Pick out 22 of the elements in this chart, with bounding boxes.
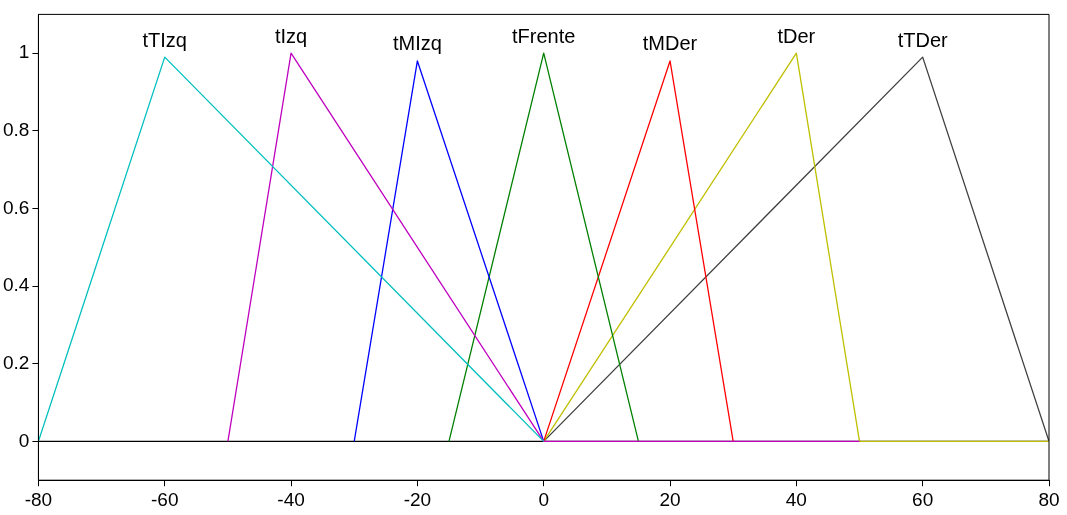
x-tick-label: -40 bbox=[277, 488, 305, 510]
series-label: tMDer bbox=[642, 32, 698, 55]
series-label: tMIzq bbox=[392, 32, 442, 55]
x-tick-label: 80 bbox=[1038, 488, 1060, 510]
x-tick-label: -60 bbox=[151, 488, 179, 510]
x-tick-label: 20 bbox=[659, 488, 681, 510]
y-tick-label: 0.8 bbox=[2, 119, 30, 141]
y-tick-label: 0.4 bbox=[2, 274, 30, 296]
y-tick-label: 0 bbox=[18, 429, 30, 451]
x-tick-label: -80 bbox=[24, 488, 53, 510]
x-tick-label: 60 bbox=[912, 488, 934, 510]
x-tick-label: 40 bbox=[785, 488, 807, 510]
series-label: tIzq bbox=[274, 24, 308, 47]
series-label: tTDer bbox=[897, 28, 949, 51]
y-tick-label: 0.6 bbox=[2, 196, 30, 218]
y-tick-label: 0.2 bbox=[2, 351, 30, 373]
y-tick-label: 1 bbox=[18, 41, 30, 63]
x-tick-label: 0 bbox=[538, 488, 549, 510]
series-label: tTIzq bbox=[142, 28, 187, 51]
series-label: tDer bbox=[777, 24, 816, 47]
series-label: tFrente bbox=[512, 24, 576, 47]
x-tick-label: -20 bbox=[403, 488, 432, 510]
